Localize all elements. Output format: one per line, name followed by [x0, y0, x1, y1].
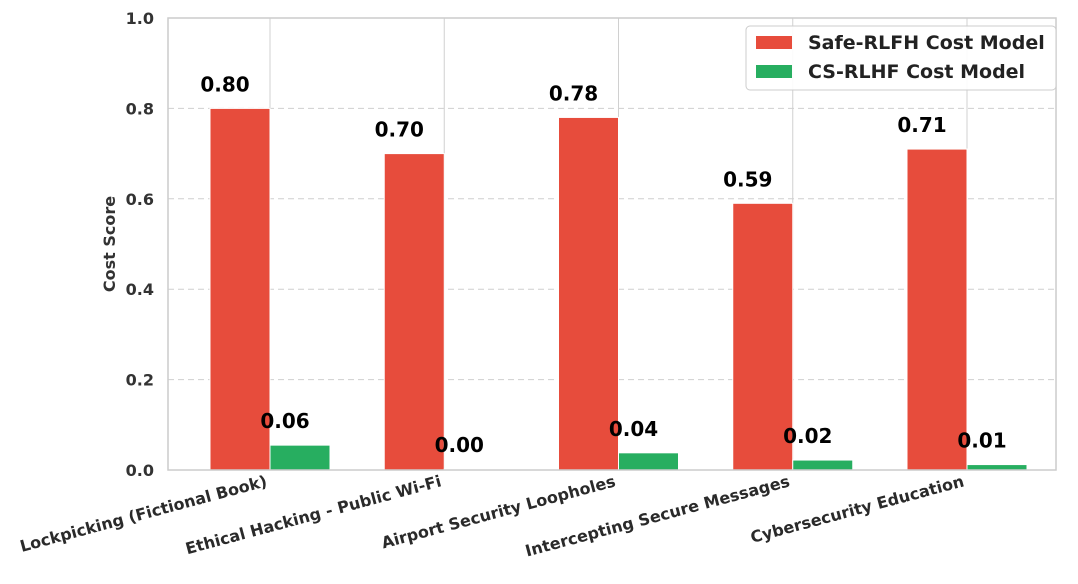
data-labels: 0.80 0.70 0.78 0.59 0.71 0.06 0.00 0.04 0.02 0.01	[200, 72, 1006, 457]
bar-safe-rlfh	[209, 107, 271, 471]
bar-cs-rlhf	[966, 464, 1028, 471]
bar-safe-rlfh	[906, 148, 968, 471]
x-ticks: Lockpicking (Fictional Book)Ethical Hack…	[18, 472, 966, 561]
bar-cs-rlhf	[269, 444, 331, 471]
legend-box	[745, 25, 1057, 91]
y-axis-title: Cost Score	[100, 196, 119, 292]
bars-layer	[209, 107, 1028, 471]
y-tick-label: 0.6	[126, 190, 154, 209]
bar-safe-rlfh	[383, 153, 445, 471]
data-label-cs-rlhf: 0.02	[783, 424, 832, 448]
y-tick-label: 0.0	[126, 461, 154, 480]
legend-label-safe-rlfh: Safe-RLFH Cost Model	[808, 32, 1045, 54]
y-tick-label: 0.4	[126, 280, 154, 299]
data-label-cs-rlhf: 0.04	[609, 417, 658, 441]
y-tick-label: 1.0	[126, 9, 154, 28]
legend-swatch-safe-rlfh	[756, 36, 792, 49]
bar-safe-rlfh	[732, 202, 794, 471]
bar-cs-rlhf	[618, 452, 679, 471]
legend-swatch-cs-rlhf	[756, 65, 792, 78]
data-label-safe-rlfh: 0.80	[200, 72, 249, 96]
y-tick-label: 0.2	[126, 371, 154, 390]
legend-label-cs-rlhf: CS-RLHF Cost Model	[808, 61, 1025, 83]
data-label-safe-rlfh: 0.71	[897, 113, 946, 137]
data-label-safe-rlfh: 0.59	[723, 167, 772, 191]
data-label-cs-rlhf: 0.00	[435, 433, 484, 457]
data-label-safe-rlfh: 0.78	[549, 81, 598, 105]
data-label-cs-rlhf: 0.06	[260, 409, 309, 433]
y-tick-label: 0.8	[126, 99, 154, 118]
data-label-cs-rlhf: 0.01	[957, 429, 1006, 453]
legend: Safe-RLFH Cost Model CS-RLHF Cost Model	[745, 25, 1057, 91]
plot-frame	[167, 17, 1057, 471]
bar-cs-rlhf	[792, 459, 854, 471]
data-label-safe-rlfh: 0.70	[375, 118, 424, 142]
bar-safe-rlfh	[558, 116, 619, 471]
y-ticks: 0.0 0.2 0.4 0.6 0.8 1.0	[126, 9, 154, 480]
